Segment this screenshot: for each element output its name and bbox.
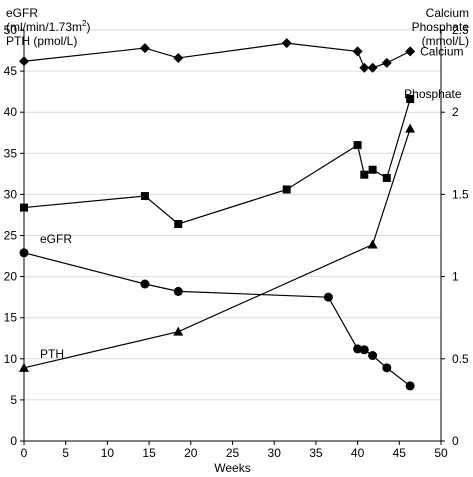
x-tick-label: 20 xyxy=(184,446,198,460)
egfr-point xyxy=(353,344,363,354)
right-tick-label: 2 xyxy=(452,105,459,119)
calcium-point xyxy=(367,62,378,73)
egfr-point xyxy=(173,286,183,296)
left-tick-label: 15 xyxy=(4,311,18,325)
egfr-point xyxy=(368,351,378,361)
grid-lines xyxy=(24,29,441,442)
egfr-point xyxy=(19,248,29,258)
x-tick-label: 10 xyxy=(101,446,115,460)
egfr-point xyxy=(382,363,392,373)
phosphate-point xyxy=(353,141,362,150)
right-tick-label: 0 xyxy=(452,434,459,448)
pth-series xyxy=(19,123,416,372)
left-tick-label: 30 xyxy=(4,187,18,201)
phosphate-point xyxy=(406,95,415,104)
phosphate-series xyxy=(20,95,415,228)
pth-point xyxy=(367,239,378,249)
left-tick-label: 5 xyxy=(10,393,17,407)
left-tick-label: 50 xyxy=(4,23,18,37)
phosphate-line xyxy=(23,98,411,225)
phosphate-point xyxy=(282,185,291,194)
calcium-point xyxy=(352,46,363,57)
calcium-series xyxy=(19,38,416,73)
left-tick-label: 0 xyxy=(10,434,17,448)
left-axis-title-line-1: eGFR xyxy=(6,6,39,20)
left-tick-label: 20 xyxy=(4,270,18,284)
calcium-point xyxy=(381,57,392,68)
pth-line xyxy=(23,128,411,369)
right-axis-title: Calcium Phosphate (mmol/L) xyxy=(412,6,469,48)
x-tick-label: 5 xyxy=(62,446,69,460)
x-tick-label: 25 xyxy=(226,446,240,460)
phosphate-point xyxy=(174,219,183,228)
egfr-point xyxy=(323,292,333,302)
egfr-line xyxy=(23,252,411,387)
left-axis-title-line-2: (ml/min/1.73m2) xyxy=(6,19,91,35)
pth-point xyxy=(405,123,416,133)
calcium-point xyxy=(405,46,416,57)
axes: 0 5 10 15 20 25 30 35 40 45 50 0 0.5 1 1.5 2 2.5 0 5 10 15 20… xyxy=(4,23,469,475)
left-axis-title-line-3: PTH (pmol/L) xyxy=(6,34,78,48)
x-tick-label: 35 xyxy=(309,446,323,460)
calcium-point xyxy=(19,56,29,67)
x-tick-label: 0 xyxy=(21,446,28,460)
series-layer xyxy=(19,38,416,391)
egfr-series-label: eGFR xyxy=(40,232,72,246)
right-axis-title-line-1: Calcium xyxy=(425,6,469,20)
right-tick-label: 1 xyxy=(452,270,459,284)
phosphate-point xyxy=(360,170,369,179)
right-tick-label: 0.5 xyxy=(452,352,469,366)
pth-point xyxy=(19,362,29,372)
calcium-series-label: Calcium xyxy=(420,44,463,58)
left-axis-title-superscript: 2 xyxy=(82,19,87,28)
x-axis-title: Weeks xyxy=(214,461,250,475)
phosphate-point xyxy=(368,165,377,174)
left-tick-label: 35 xyxy=(4,146,18,160)
phosphate-series-label: Phosphate xyxy=(404,87,462,101)
x-tick-label: 15 xyxy=(142,446,156,460)
calcium-point xyxy=(139,43,150,54)
x-tick-label: 50 xyxy=(434,446,448,460)
x-tick-label: 30 xyxy=(268,446,282,460)
calcium-point xyxy=(281,38,292,49)
egfr-series xyxy=(19,248,415,391)
egfr-point xyxy=(140,279,150,289)
pth-point xyxy=(173,326,184,336)
left-axis-title-unit-close: ) xyxy=(86,20,91,34)
left-axis-title-unit: (ml/min/1.73m xyxy=(6,20,83,34)
x-tick-label: 45 xyxy=(393,446,407,460)
right-tick-label: 2.5 xyxy=(452,23,469,37)
calcium-point xyxy=(359,62,370,73)
right-axis-title-line-2: Phosphate xyxy=(411,20,469,34)
label-layer: Calcium Phosphate eGFR PTH xyxy=(40,44,463,360)
phosphate-point xyxy=(382,173,391,182)
egfr-point xyxy=(359,345,369,355)
phosphate-point xyxy=(140,192,149,201)
left-tick-label: 45 xyxy=(4,64,18,78)
left-tick-label: 40 xyxy=(4,105,18,119)
phosphate-point xyxy=(20,203,28,212)
egfr-point xyxy=(405,381,415,391)
right-tick-label: 1.5 xyxy=(452,187,469,201)
left-tick-label: 25 xyxy=(4,229,18,243)
pth-series-label: PTH xyxy=(40,347,64,361)
x-tick-label: 40 xyxy=(351,446,365,460)
right-axis-title-line-3: (mmol/L) xyxy=(421,34,469,48)
calcium-point xyxy=(173,52,184,63)
left-axis-title: eGFR (ml/min/1.73m2) PTH (pmol/L) xyxy=(6,6,90,48)
left-tick-label: 10 xyxy=(4,352,18,366)
